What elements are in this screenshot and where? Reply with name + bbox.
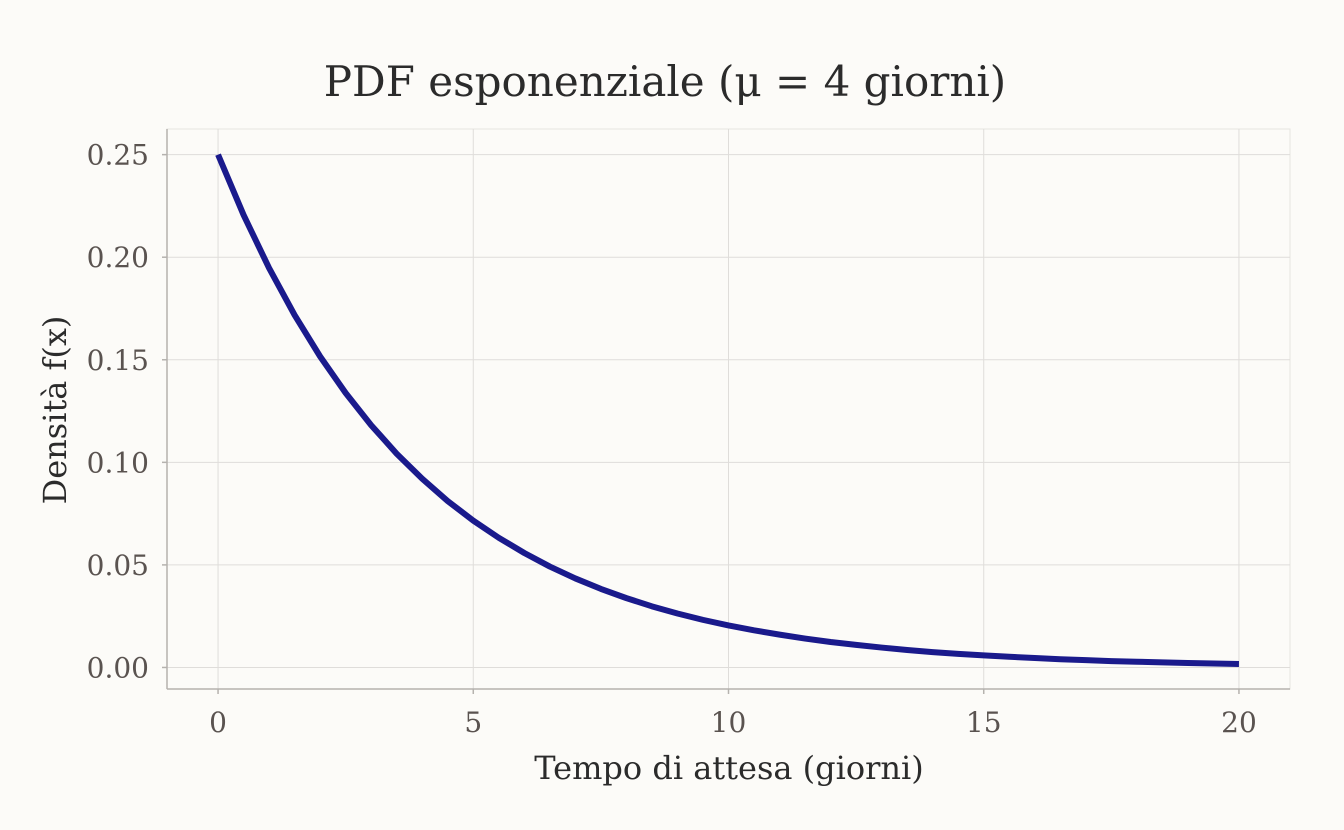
x-tick-label: 0 — [209, 706, 227, 739]
y-tick-label: 0.05 — [87, 549, 149, 582]
x-tick-label: 15 — [966, 706, 1002, 739]
x-tick-label: 5 — [464, 706, 482, 739]
x-axis-label: Tempo di attesa (giorni) — [534, 749, 923, 787]
y-tick-label: 0.20 — [87, 241, 149, 274]
x-tick-label: 20 — [1221, 706, 1257, 739]
chart-title: PDF esponenziale (μ = 4 giorni) — [324, 57, 1006, 106]
series-group — [215, 153, 1239, 667]
y-tick-label: 0.00 — [87, 651, 149, 684]
y-tick-label: 0.25 — [87, 139, 149, 172]
y-tick-label: 0.15 — [87, 344, 149, 377]
x-tick-label: 10 — [711, 706, 747, 739]
y-tick-label: 0.10 — [87, 446, 149, 479]
y-axis-ticks: 0.00 0.05 0.10 0.15 0.20 0.25 — [87, 139, 167, 684]
grid — [166, 128, 1291, 690]
y-axis-label: Densità f(x) — [36, 316, 74, 505]
series-line — [215, 153, 1239, 667]
x-axis-ticks: 0 5 10 15 20 — [209, 689, 1257, 739]
